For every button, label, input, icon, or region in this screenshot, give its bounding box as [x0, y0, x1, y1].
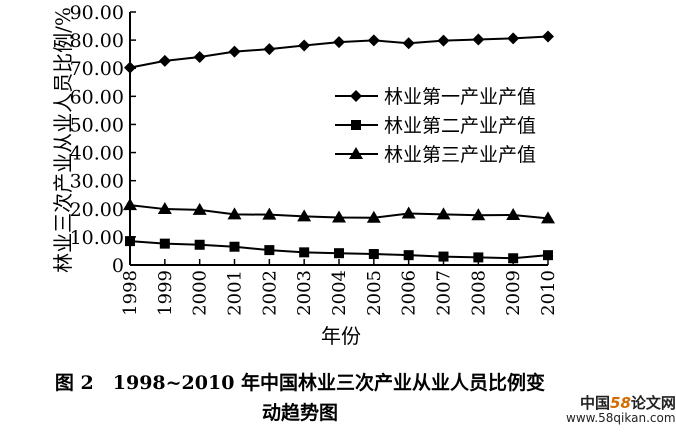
series-1-point	[263, 43, 276, 56]
figure-caption-line-1: 图 2 1998~2010 年中国林业三次产业从业人员比例变	[54, 372, 546, 394]
y-tick-label: 80.00	[70, 30, 124, 52]
x-axis-ticks: 1998 1999 2000 2001 2002 2003 2004 2005 2006 2007…	[120, 259, 559, 316]
series-2-point	[368, 249, 379, 260]
series-1-point	[437, 34, 450, 47]
series-1-point	[124, 61, 136, 74]
series-2-point	[125, 236, 135, 247]
watermark-brand-c: 论文网	[630, 394, 676, 412]
series-3-point	[471, 208, 486, 221]
series-3-point	[506, 207, 521, 220]
line-chart: 0 10.00 20.00 30.00 40.00 50.00 60.00 70.00 80.0…	[51, 2, 559, 348]
y-tick-label: 60.00	[70, 86, 124, 108]
series-2-point	[229, 241, 240, 252]
chart-axes	[129, 12, 548, 266]
series-2-point	[543, 250, 553, 261]
series-3-point	[123, 198, 137, 211]
series-3	[123, 198, 555, 224]
series-2-point	[438, 251, 449, 262]
y-axis-ticks: 0 10.00 20.00 30.00 40.00 50.00 60.00 70.00 80.0…	[70, 2, 136, 277]
series-3-point	[297, 209, 312, 222]
series-1-point	[158, 54, 171, 67]
watermark-brand-b: 58	[610, 394, 631, 412]
x-tick-label: 2008	[468, 270, 489, 316]
x-tick-label: 2000	[190, 270, 211, 316]
series-1-point	[193, 50, 206, 63]
series-2-point	[299, 247, 310, 258]
legend-marker	[349, 147, 363, 159]
series-3-point	[436, 207, 451, 220]
legend-label: 林业第二产业产值	[384, 115, 536, 137]
series-1-point	[402, 37, 415, 50]
series-3-point	[227, 207, 242, 220]
series-1	[124, 30, 554, 74]
series-2-point	[334, 248, 344, 259]
y-tick-label: 0	[112, 255, 124, 277]
series-1-point	[333, 36, 345, 49]
series-2-point	[508, 253, 519, 264]
series-2-point	[194, 239, 205, 250]
x-tick-label: 2004	[329, 270, 350, 316]
series-1-point	[298, 39, 311, 52]
series-2-point	[264, 245, 275, 256]
y-tick-label: 70.00	[70, 58, 124, 80]
legend-marker	[351, 120, 361, 130]
series-1-point	[507, 32, 520, 45]
series-1-point	[542, 30, 554, 43]
series-3-point	[401, 206, 416, 219]
series-3-point	[332, 210, 346, 223]
figure-caption-line-2: 动趋势图	[261, 402, 338, 424]
x-tick-label: 2006	[399, 270, 420, 316]
series-3-point	[192, 202, 207, 215]
y-tick-label: 40.00	[70, 143, 124, 165]
x-tick-label: 1998	[120, 270, 141, 316]
series-3-point	[157, 202, 172, 215]
chart-series	[123, 30, 555, 264]
series-2-point	[473, 252, 484, 263]
series-3-point	[262, 207, 277, 220]
y-tick-label: 50.00	[70, 114, 124, 136]
y-tick-label: 20.00	[70, 199, 124, 221]
series-2-point	[159, 238, 170, 249]
legend-label: 林业第一产业产值	[384, 86, 536, 108]
watermark-brand-a: 中国	[580, 394, 611, 412]
series-2-point	[403, 250, 414, 261]
x-tick-label: 2010	[538, 270, 559, 316]
y-tick-label: 90.00	[70, 2, 124, 24]
x-tick-label: 2005	[364, 270, 385, 316]
x-axis-label: 年份	[321, 324, 361, 348]
y-tick-label: 30.00	[70, 171, 124, 193]
legend-label: 林业第三产业产值	[384, 144, 536, 166]
series-3-point	[366, 210, 381, 223]
y-axis-label: 林业三次产业从业人员比例/%	[51, 7, 75, 273]
y-tick-label: 10.00	[70, 227, 124, 249]
x-tick-label: 2001	[225, 270, 246, 316]
x-tick-label: 1999	[155, 270, 176, 316]
x-tick-label: 2002	[259, 270, 280, 316]
x-tick-label: 2003	[294, 270, 315, 316]
series-1-point	[472, 33, 485, 46]
series-3-point	[541, 211, 555, 224]
x-tick-label: 2009	[503, 270, 524, 316]
legend-marker	[350, 90, 362, 102]
x-tick-label: 2007	[434, 270, 455, 316]
watermark-logo: 中国58论文网	[580, 392, 676, 413]
series-2	[125, 236, 553, 264]
watermark-url: www.58qikan.com.cn	[566, 411, 676, 425]
series-1-point	[367, 34, 380, 47]
series-1-point	[228, 45, 241, 58]
